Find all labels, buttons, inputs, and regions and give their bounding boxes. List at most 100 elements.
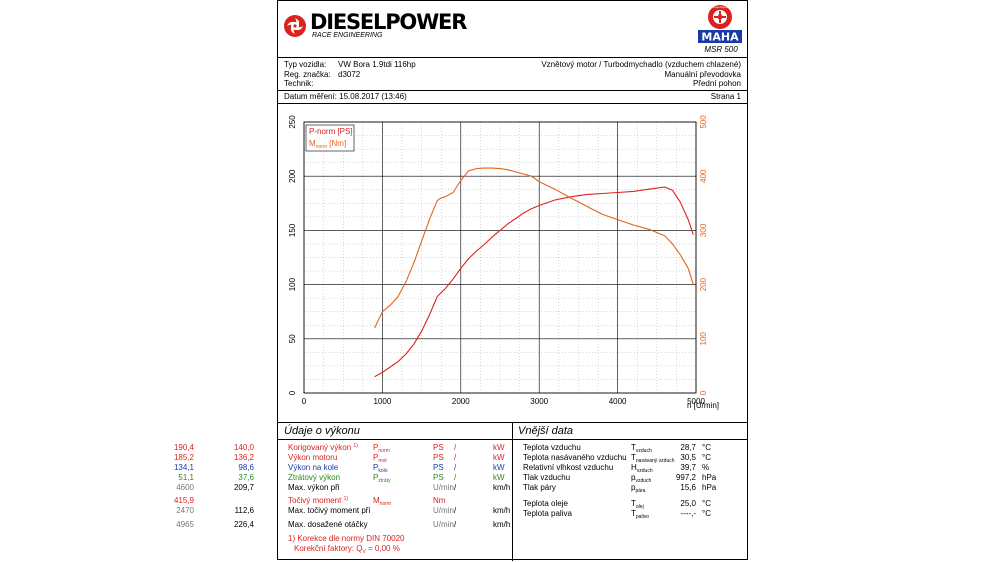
- maha-logo-icon: Motorsportgeprüft MAHA: [698, 5, 742, 44]
- y-right-tick-label: 100: [699, 332, 708, 346]
- external-row-label: Teplota vzduchu: [523, 443, 581, 452]
- page-number: Strana 1: [710, 92, 741, 101]
- external-row-symbol: pvzduch: [631, 473, 652, 484]
- perf-row-separator: /: [454, 463, 457, 472]
- y-right-tick-label: 0: [699, 390, 708, 395]
- x-tick-label: 3000: [530, 397, 548, 406]
- y-right-tick-label: 400: [699, 169, 708, 183]
- max-rpm-label: Max. dosažené otáčky: [288, 520, 368, 529]
- external-row-label: Teplota oleje: [523, 499, 568, 508]
- x-tick-label: 4000: [609, 397, 627, 406]
- transmission-type: Manuální převodovka: [664, 69, 742, 79]
- external-row-unit: °C: [702, 443, 711, 452]
- x-axis-label: n [U/min]: [687, 401, 719, 410]
- torque-row-label: Max. točivý moment při: [288, 506, 371, 515]
- vehicle-info: Typ vozidla: Reg. značka: Technik: VW Bo…: [278, 60, 747, 91]
- external-row-value: 997,2: [675, 473, 696, 482]
- torque-curve: [374, 167, 694, 329]
- correction-factor-note: Korekční faktory: QV = 0,00 %: [294, 544, 400, 555]
- external-row-unit: hPa: [702, 473, 717, 482]
- external-row-unit: °C: [702, 499, 711, 508]
- external-row-value: 25,0: [680, 499, 696, 508]
- perf-row-value1: 190,4: [173, 443, 194, 452]
- external-row-label: Teplota paliva: [523, 509, 572, 518]
- perf-row-value1: 185,2: [173, 453, 194, 462]
- y-left-tick-label: 200: [288, 169, 297, 183]
- external-row-value: 30,5: [680, 453, 696, 462]
- x-tick-label: 0: [302, 397, 307, 406]
- torque-row-label: Točivý moment 1): [288, 496, 349, 505]
- x-tick-label: 1000: [374, 397, 392, 406]
- perf-row-label: Výkon motoru: [288, 453, 338, 462]
- perf-row-label: Výkon na kole: [288, 463, 339, 472]
- perf-row-unit2: km/h: [493, 483, 511, 492]
- din-correction-note: 1) Korekce dle normy DIN 70020: [288, 534, 405, 543]
- external-row-label: Teplota nasávaného vzduchu: [523, 453, 627, 462]
- external-divider: [512, 439, 747, 440]
- external-row-symbol: Tnasávaný vzduch: [631, 453, 675, 464]
- perf-row-unit2: kW: [493, 443, 505, 452]
- perf-row-value2: 37,6: [238, 473, 254, 482]
- registration-label: Reg. značka:: [284, 69, 331, 79]
- performance-divider: [278, 439, 512, 440]
- perf-row-value1: 134,1: [173, 463, 194, 472]
- perf-row-label: Ztrátový výkon: [288, 473, 341, 482]
- perf-row-unit2: kW: [493, 453, 505, 462]
- max-rpm-value: 4965: [176, 520, 194, 529]
- max-rpm-speed: 226,4: [233, 520, 254, 529]
- max-rpm-separator: /: [454, 520, 457, 529]
- maha-top-text: Motorsportgeprüft: [708, 5, 732, 9]
- maha-wordmark: MAHA: [701, 31, 739, 44]
- perf-row-label: Max. výkon při: [288, 483, 340, 492]
- data-tables: Údaje o výkonu Korigovaný výkon 1) Pnorm 1…: [174, 422, 747, 561]
- brand-name: DIESELPOWER: [310, 10, 467, 34]
- technician-label: Technik:: [284, 79, 314, 88]
- external-title: Vnější data: [518, 425, 574, 437]
- measurement-date-row: Datum měření: 15.08.2017 (13:46) Strana …: [278, 91, 747, 104]
- max-rpm-unit: U/min: [433, 520, 454, 529]
- external-row-label: Relativní vlhkost vzduchu: [523, 463, 614, 472]
- perf-row-separator: /: [454, 483, 457, 492]
- perf-row-value2: 209,7: [233, 483, 254, 492]
- engine-type: Vznětový motor / Turbodmychadlo (vzduche…: [541, 60, 741, 69]
- turbo-logo-icon: [284, 15, 306, 37]
- perf-row-unit1: PS: [433, 473, 444, 482]
- y-right-tick-label: 500: [699, 115, 708, 129]
- vehicle-type-label: Typ vozidla:: [284, 60, 327, 69]
- perf-row-unit1: PS: [433, 453, 444, 462]
- external-row-unit: %: [702, 463, 710, 472]
- perf-row-label: Korigovaný výkon 1): [288, 443, 358, 452]
- perf-row-symbol: Pnorm: [373, 443, 390, 454]
- external-row-unit: °C: [702, 453, 711, 462]
- perf-row-value2: 136,2: [233, 453, 254, 462]
- external-row-unit: °C: [702, 509, 711, 518]
- torque-row-unit2: km/h: [493, 506, 511, 515]
- x-tick-label: 2000: [452, 397, 470, 406]
- external-row-unit: hPa: [702, 483, 717, 492]
- power-curve: [374, 186, 694, 378]
- y-right-tick-label: 200: [699, 277, 708, 291]
- external-row-value: 39,7: [680, 463, 696, 472]
- perf-row-unit1: PS: [433, 443, 444, 452]
- dyno-report-sheet: DIESELPOWER RACE ENGINEERING Motorsportg…: [174, 0, 748, 561]
- y-left-tick-label: 50: [288, 334, 297, 343]
- perf-row-separator: /: [454, 473, 457, 482]
- torque-row-separator: /: [454, 506, 457, 515]
- torque-row-value1: 2470: [176, 506, 194, 515]
- measurement-date: Datum měření: 15.08.2017 (13:46): [284, 92, 407, 101]
- perf-row-separator: /: [454, 443, 457, 452]
- torque-row-unit1: U/min: [433, 506, 454, 515]
- perf-row-value2: 98,6: [238, 463, 254, 472]
- drive-type: Přední pohon: [692, 79, 741, 88]
- max-rpm-speed-unit: km/h: [493, 520, 511, 529]
- y-left-tick-label: 150: [288, 223, 297, 237]
- legend-power: P-norm [PS]: [309, 127, 353, 136]
- external-row-symbol: Tvzduch: [631, 443, 652, 454]
- perf-row-value1: 4600: [176, 483, 194, 492]
- perf-row-unit2: kW: [493, 463, 505, 472]
- external-row-value: 28,7: [680, 443, 696, 452]
- torque-row-symbol: Mnorm: [373, 496, 392, 507]
- dyno-model: MSR 500: [704, 45, 738, 54]
- report-header: DIESELPOWER RACE ENGINEERING Motorsportg…: [278, 1, 747, 58]
- brand-subtitle: RACE ENGINEERING: [312, 32, 383, 39]
